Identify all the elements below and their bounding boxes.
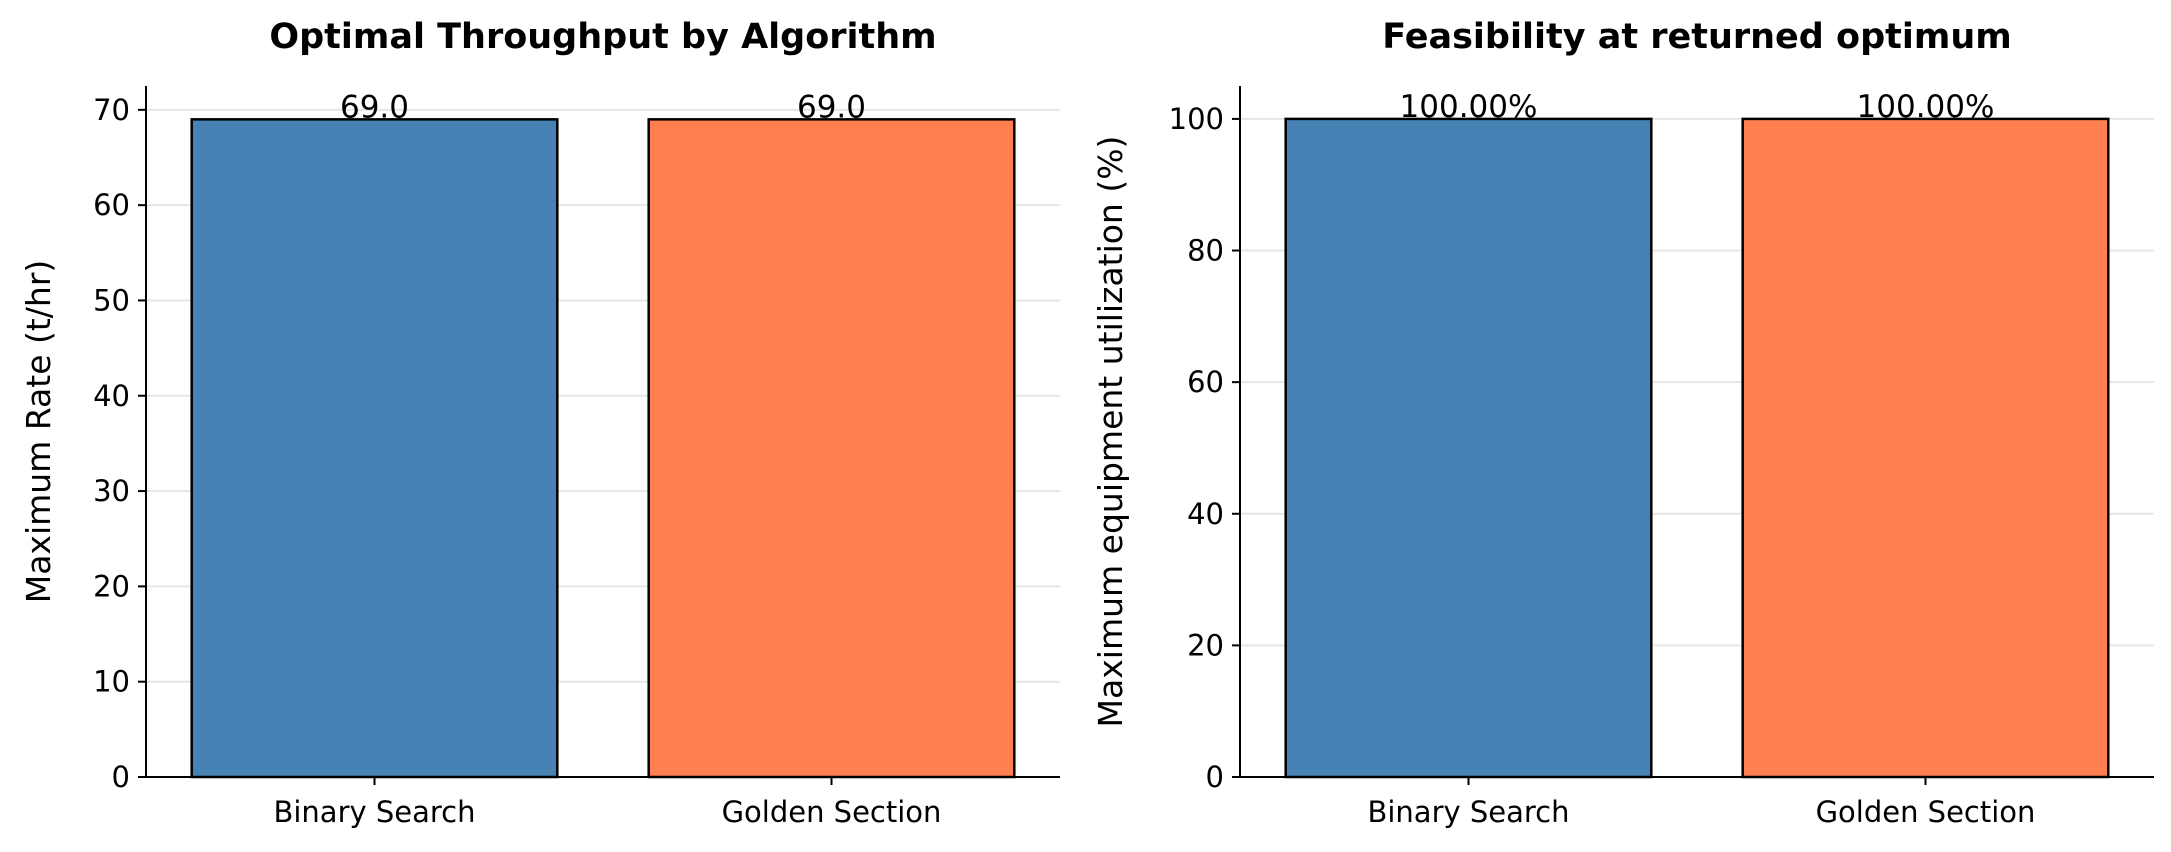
data-label: 100.00% (1857, 89, 1995, 125)
bar-1 (1284, 117, 1653, 779)
bar-1 (190, 118, 559, 779)
bar-2 (1741, 117, 2110, 779)
y-tick-label: 50 (93, 283, 130, 317)
y-tick-label: 0 (1206, 760, 1224, 794)
y-axis-label: Maximum equipment utilization (%) (1091, 136, 1130, 728)
y-tick-label: 20 (93, 569, 130, 603)
x-tick-label: Binary Search (1367, 795, 1569, 829)
x-tick-label: Binary Search (273, 795, 475, 829)
chart-panel-1: 69.0 Binary Search 69.0 Golden Section 0 10 20… (19, 17, 1060, 829)
y-axis-label: Maximum Rate (t/hr) (19, 260, 58, 604)
data-label: 69.0 (340, 89, 409, 125)
y-tick-label: 10 (93, 665, 130, 699)
chart-title: Optimal Throughput by Algorithm (269, 17, 936, 57)
y-tick-label: 100 (1169, 102, 1224, 136)
y-tick-label: 60 (1187, 365, 1224, 399)
chart-title: Feasibility at returned optimum (1382, 17, 2011, 57)
x-tick-label: Golden Section (1816, 795, 2036, 829)
chart-panel-2: 100.00% Binary Search 100.00% Golden Sectio… (1091, 17, 2154, 829)
y-tick-label: 40 (93, 379, 130, 413)
y-tick-label: 60 (93, 188, 130, 222)
bar-2 (647, 118, 1016, 779)
y-tick-label: 80 (1187, 234, 1224, 268)
y-tick-label: 70 (93, 93, 130, 127)
x-tick-label: Golden Section (722, 795, 942, 829)
y-tick-label: 30 (93, 474, 130, 508)
data-label: 69.0 (797, 89, 866, 125)
data-label: 100.00% (1400, 89, 1538, 125)
y-tick-label: 40 (1187, 497, 1224, 531)
y-tick-label: 20 (1187, 628, 1224, 662)
y-tick-label: 0 (112, 760, 130, 794)
